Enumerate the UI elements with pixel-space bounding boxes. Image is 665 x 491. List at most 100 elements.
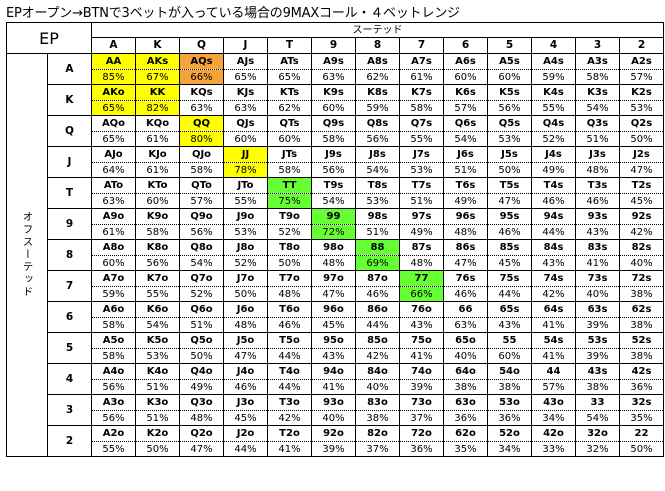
hand-label: 96s — [443, 208, 488, 225]
hand-label: Q4s — [531, 115, 576, 132]
equity-value: 56% — [487, 100, 532, 116]
equity-value: 38% — [619, 286, 664, 302]
hand-label: JTs — [267, 146, 312, 163]
hand-label: Q8o — [179, 239, 224, 256]
equity-value: 54% — [179, 255, 224, 271]
hand-label: 84s — [531, 239, 576, 256]
hand-label: A2o — [91, 425, 136, 442]
equity-value: 48% — [223, 317, 268, 333]
equity-value: 36% — [399, 441, 444, 457]
equity-value: 42% — [619, 224, 664, 240]
equity-value: 41% — [531, 317, 576, 333]
hand-label: 54s — [531, 332, 576, 349]
equity-value: 47% — [619, 162, 664, 178]
hand-label: 82s — [619, 239, 664, 256]
equity-value: 37% — [399, 410, 444, 426]
hand-label: KQo — [135, 115, 180, 132]
equity-value: 43% — [575, 224, 620, 240]
hand-label: T4o — [267, 363, 312, 380]
hand-label: 74o — [399, 363, 444, 380]
hand-label: T7s — [399, 177, 444, 194]
hand-label: K8o — [135, 239, 180, 256]
equity-value: 82% — [135, 100, 180, 116]
hand-label: 95s — [487, 208, 532, 225]
equity-value: 58% — [311, 131, 356, 147]
row-header-3: 3 — [47, 394, 92, 426]
equity-value: 47% — [311, 286, 356, 302]
hand-label: K5o — [135, 332, 180, 349]
row-header-k: K — [47, 84, 92, 116]
hand-label: 86s — [443, 239, 488, 256]
hand-label: 82o — [355, 425, 400, 442]
equity-value: 43% — [399, 317, 444, 333]
column-header-2: 2 — [619, 37, 664, 54]
column-header-3: 3 — [575, 37, 620, 54]
hand-label: 88 — [355, 239, 400, 256]
equity-value: 67% — [135, 69, 180, 85]
equity-value: 54% — [311, 193, 356, 209]
equity-value: 55% — [135, 286, 180, 302]
hand-label: 94s — [531, 208, 576, 225]
equity-value: 46% — [531, 193, 576, 209]
equity-value: 54% — [575, 100, 620, 116]
hand-label: Q4o — [179, 363, 224, 380]
equity-value: 50% — [223, 286, 268, 302]
hand-label: Q6s — [443, 115, 488, 132]
equity-value: 58% — [179, 162, 224, 178]
hand-label: 94o — [311, 363, 356, 380]
equity-value: 62% — [267, 100, 312, 116]
hand-label: TT — [267, 177, 312, 194]
hand-label: 32o — [575, 425, 620, 442]
hand-label: 65s — [487, 301, 532, 318]
hand-label: JTo — [223, 177, 268, 194]
hand-label: AJs — [223, 53, 268, 70]
hand-label: K6o — [135, 301, 180, 318]
equity-value: 44% — [267, 379, 312, 395]
hand-label: Q2s — [619, 115, 664, 132]
hand-label: QTo — [179, 177, 224, 194]
column-header-t: T — [267, 37, 312, 54]
equity-value: 49% — [443, 193, 488, 209]
equity-value: 56% — [91, 410, 136, 426]
hand-label: AKo — [91, 84, 136, 101]
equity-value: 46% — [487, 224, 532, 240]
equity-value: 59% — [355, 100, 400, 116]
offsuit-label: オフスーテッド — [6, 53, 48, 457]
hand-label: Q9o — [179, 208, 224, 225]
hand-label: 95o — [311, 332, 356, 349]
equity-value: 52% — [267, 224, 312, 240]
column-header-5: 5 — [487, 37, 532, 54]
equity-value: 63% — [443, 317, 488, 333]
equity-value: 47% — [179, 441, 224, 457]
equity-value: 78% — [223, 162, 268, 178]
hand-label: K7o — [135, 270, 180, 287]
hand-label: 62s — [619, 301, 664, 318]
equity-value: 43% — [531, 255, 576, 271]
equity-value: 62% — [355, 69, 400, 85]
equity-value: 63% — [311, 69, 356, 85]
hand-label: KK — [135, 84, 180, 101]
equity-value: 50% — [487, 162, 532, 178]
equity-value: 55% — [531, 100, 576, 116]
column-header-4: 4 — [531, 37, 576, 54]
equity-value: 75% — [267, 193, 312, 209]
equity-value: 53% — [355, 193, 400, 209]
equity-value: 56% — [311, 162, 356, 178]
equity-value: 58% — [267, 162, 312, 178]
hand-label: J5s — [487, 146, 532, 163]
equity-value: 53% — [223, 224, 268, 240]
hand-label: 62o — [443, 425, 488, 442]
hand-label: J7o — [223, 270, 268, 287]
hand-label: AKs — [135, 53, 180, 70]
hand-label: T5s — [487, 177, 532, 194]
hand-label: Q5o — [179, 332, 224, 349]
equity-value: 65% — [223, 69, 268, 85]
hand-label: QTs — [267, 115, 312, 132]
equity-value: 46% — [267, 317, 312, 333]
equity-value: 72% — [311, 224, 356, 240]
column-header-9: 9 — [311, 37, 356, 54]
hand-label: ATo — [91, 177, 136, 194]
hand-label: K8s — [355, 84, 400, 101]
hand-label: 55 — [487, 332, 532, 349]
equity-value: 56% — [91, 379, 136, 395]
